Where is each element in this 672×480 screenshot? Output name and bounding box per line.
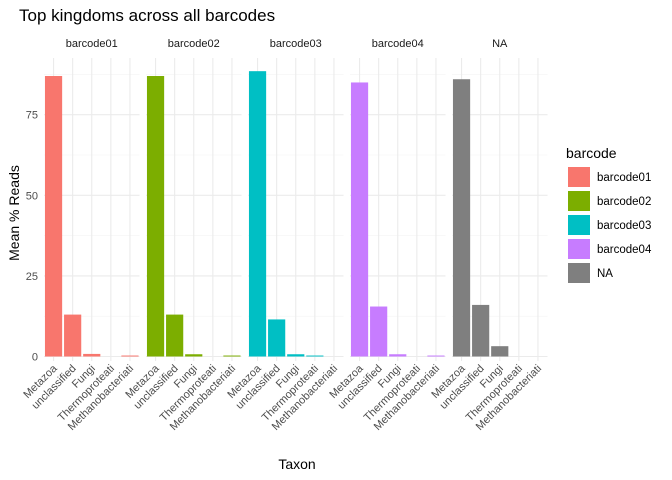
bar bbox=[185, 354, 203, 357]
bar bbox=[350, 82, 369, 357]
bar bbox=[452, 79, 471, 357]
bar bbox=[389, 354, 407, 357]
legend-swatch bbox=[568, 263, 590, 283]
bar bbox=[223, 355, 241, 357]
legend-label: barcode01 bbox=[597, 172, 651, 184]
legend-title: barcode bbox=[566, 145, 617, 161]
bar bbox=[370, 306, 388, 357]
y-axis: 0 25 50 75 bbox=[26, 110, 38, 364]
facet-strip-label: NA bbox=[492, 38, 508, 50]
legend-label: barcode02 bbox=[597, 196, 651, 208]
chart-title: Top kingdoms across all barcodes bbox=[19, 6, 275, 25]
bar bbox=[166, 314, 184, 357]
bar bbox=[472, 304, 490, 357]
bar bbox=[287, 354, 305, 357]
y-axis-title: Mean % Reads bbox=[6, 165, 22, 261]
bar bbox=[248, 71, 267, 357]
legend-swatch bbox=[568, 215, 590, 235]
facet-strip-label: barcode02 bbox=[168, 38, 220, 50]
bar bbox=[44, 76, 63, 357]
legend-label: NA bbox=[597, 268, 613, 280]
bar bbox=[121, 355, 139, 357]
bar bbox=[268, 319, 286, 357]
facet-strip-label: barcode03 bbox=[270, 38, 322, 50]
legend-swatch bbox=[568, 167, 590, 187]
bar bbox=[64, 314, 82, 357]
legend-swatch bbox=[568, 191, 590, 211]
legend: barcode barcode01 barcode02 barcode03 barco… bbox=[566, 145, 652, 283]
bar bbox=[306, 355, 324, 357]
legend-label: barcode04 bbox=[597, 244, 652, 256]
legend-swatch bbox=[568, 239, 590, 259]
bar bbox=[146, 76, 165, 357]
facet-strip-label: barcode01 bbox=[66, 38, 118, 50]
facet-strip-label: barcode04 bbox=[372, 38, 424, 50]
y-tick-label: 25 bbox=[26, 271, 38, 283]
bar bbox=[491, 346, 509, 357]
bar bbox=[83, 353, 101, 357]
y-tick-label: 50 bbox=[26, 190, 38, 202]
y-tick-label: 0 bbox=[32, 352, 38, 364]
y-tick-label: 75 bbox=[26, 110, 38, 122]
legend-label: barcode03 bbox=[597, 220, 651, 232]
bar bbox=[427, 355, 445, 357]
x-axis-title: Taxon bbox=[278, 456, 315, 472]
